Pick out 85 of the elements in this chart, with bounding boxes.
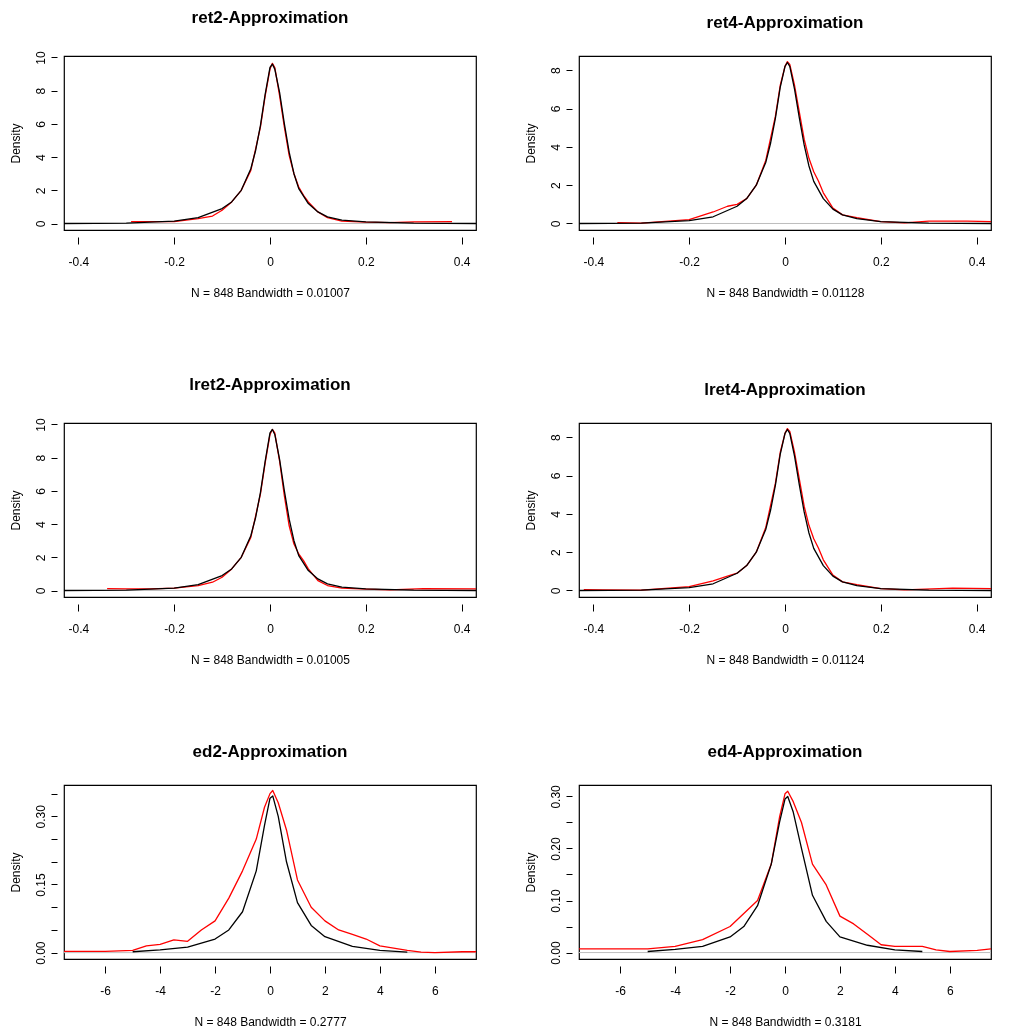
x-tick-label: -0.2 <box>164 254 186 269</box>
y-axis-title: Density <box>8 852 23 893</box>
y-tick-label: 2 <box>548 182 563 189</box>
x-tick-label: -2 <box>210 983 222 998</box>
x-tick-label: 0.4 <box>968 254 986 269</box>
y-tick-label: 8 <box>548 434 563 442</box>
x-tick-label: -0.4 <box>68 254 90 269</box>
x-tick-label: 6 <box>946 983 954 998</box>
x-tick-label: 0 <box>267 254 275 269</box>
line-series <box>64 789 476 954</box>
y-tick-label: 0.15 <box>33 872 48 897</box>
x-axis-title: N = 848 Bandwidth = 0.01005 <box>191 652 351 667</box>
y-tick-label: 0 <box>33 220 48 228</box>
x-axis-title: N = 848 Bandwidth = 0.01007 <box>191 285 351 300</box>
y-tick-label: 6 <box>33 120 48 128</box>
chart-title: ed2-Approximation <box>192 742 348 761</box>
x-axis-title: N = 848 Bandwidth = 0.3181 <box>709 1014 862 1029</box>
y-tick-label: 0.00 <box>33 941 48 965</box>
x-tick-label: 0 <box>782 621 790 636</box>
y-tick-label: 0.30 <box>548 784 563 809</box>
y-tick-label: 8 <box>33 87 48 95</box>
y-tick-label: 2 <box>33 187 48 195</box>
chart-title: ret4-Approximation <box>706 13 864 32</box>
y-axis-title: Density <box>523 123 538 164</box>
x-tick-label: 0.2 <box>872 254 890 269</box>
y-tick-label: 0 <box>548 587 563 595</box>
x-tick-label: -0.2 <box>164 621 186 636</box>
y-tick-label: 0.20 <box>548 836 563 861</box>
y-tick-label: 0 <box>33 587 48 595</box>
x-axis-title: N = 848 Bandwidth = 0.01124 <box>706 652 865 667</box>
line-series <box>647 795 923 953</box>
chart-title: ret2-Approximation <box>191 7 349 27</box>
x-tick-label: -6 <box>615 983 627 998</box>
chart-title: ed4-Approximation <box>707 741 863 761</box>
x-tick-label: -4 <box>155 983 167 998</box>
line-series <box>132 795 408 953</box>
y-tick-label: 0.10 <box>548 889 563 913</box>
x-tick-label: -0.4 <box>583 621 605 636</box>
x-tick-label: 0.2 <box>357 621 375 636</box>
x-tick-label: -0.4 <box>68 621 90 636</box>
y-tick-label: 2 <box>33 554 48 562</box>
x-tick-label: -0.2 <box>679 254 701 269</box>
x-tick-label: 0 <box>267 621 275 636</box>
x-tick-label: 0 <box>267 983 275 998</box>
x-tick-label: -0.4 <box>583 254 605 269</box>
y-tick-label: 6 <box>33 487 48 495</box>
y-tick-label: 2 <box>548 549 563 556</box>
x-axis-title: N = 848 Bandwidth = 0.2777 <box>194 1014 347 1029</box>
y-tick-label: 0.00 <box>548 941 563 965</box>
y-tick-label: 4 <box>548 143 563 151</box>
x-tick-label: -2 <box>725 983 737 998</box>
x-tick-label: 4 <box>892 983 900 998</box>
y-tick-label: 0 <box>548 220 563 228</box>
line-series <box>579 790 991 953</box>
x-tick-label: 0 <box>782 983 790 998</box>
y-tick-label: 8 <box>33 454 48 462</box>
y-tick-label: 10 <box>33 418 48 432</box>
y-tick-label: 4 <box>548 510 563 518</box>
x-tick-label: 0.2 <box>357 254 375 269</box>
y-axis-title: Density <box>8 490 23 531</box>
x-tick-label: 0.2 <box>872 621 890 636</box>
y-tick-label: 0.30 <box>33 804 48 829</box>
y-axis-title: Density <box>523 490 538 531</box>
x-tick-label: 2 <box>322 983 330 998</box>
x-tick-label: -0.2 <box>679 621 701 636</box>
chart-title: lret2-Approximation <box>189 374 351 394</box>
x-tick-label: -4 <box>670 983 682 998</box>
x-axis-title: N = 848 Bandwidth = 0.01128 <box>706 285 865 300</box>
y-tick-label: 8 <box>548 67 563 75</box>
x-tick-label: 0 <box>782 254 790 269</box>
x-tick-label: 4 <box>377 983 385 998</box>
x-tick-label: 0.4 <box>453 621 471 636</box>
chart-title: lret4-Approximation <box>704 380 866 399</box>
x-tick-label: 6 <box>431 983 439 998</box>
y-tick-label: 4 <box>33 520 48 528</box>
y-tick-label: 10 <box>33 51 48 65</box>
y-tick-label: 6 <box>548 105 563 113</box>
x-tick-label: -6 <box>100 983 112 998</box>
y-axis-title: Density <box>8 123 23 164</box>
y-tick-label: 4 <box>33 153 48 161</box>
y-axis-title: Density <box>523 852 538 893</box>
x-tick-label: 0.4 <box>968 621 986 636</box>
y-tick-label: 6 <box>548 472 563 480</box>
x-tick-label: 0.4 <box>453 254 471 269</box>
x-tick-label: 2 <box>837 983 845 998</box>
